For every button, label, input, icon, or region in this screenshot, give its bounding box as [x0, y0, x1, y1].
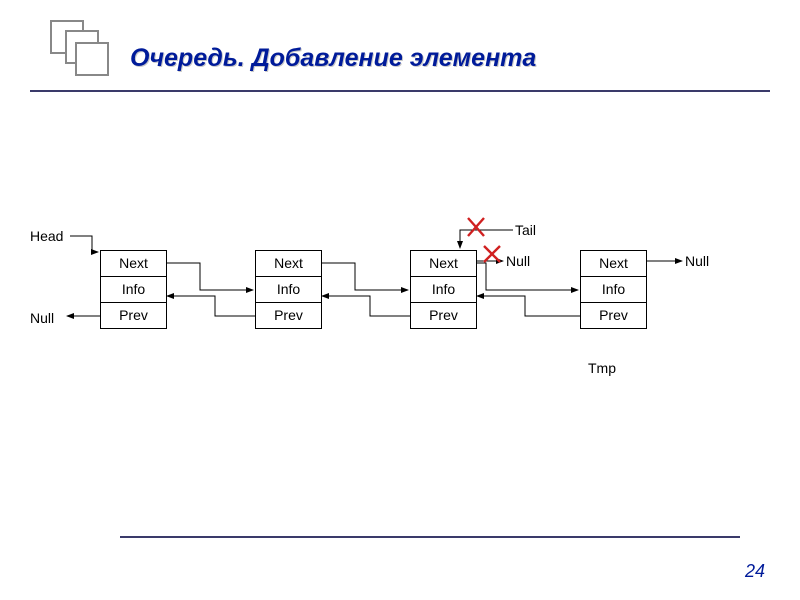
node-cell-prev: Prev	[256, 303, 321, 328]
node-cell-info: Info	[256, 277, 321, 303]
label-null-right: Null	[685, 253, 709, 269]
label-tail: Tail	[515, 222, 536, 238]
slide: Очередь. Добавление элемента Next Info P…	[0, 0, 800, 600]
node-cell-info: Info	[101, 277, 166, 303]
label-head: Head	[30, 228, 63, 244]
page-number: 24	[745, 561, 765, 582]
node-cell-prev: Prev	[411, 303, 476, 328]
node-4: Next Info Prev	[580, 250, 647, 329]
node-cell-next: Next	[101, 251, 166, 277]
node-cell-next: Next	[411, 251, 476, 277]
node-cell-next: Next	[256, 251, 321, 277]
queue-diagram: Next Info Prev Next Info Prev Next Info …	[0, 0, 800, 600]
label-null-left: Null	[30, 310, 54, 326]
node-2: Next Info Prev	[255, 250, 322, 329]
node-cell-info: Info	[411, 277, 476, 303]
node-cell-next: Next	[581, 251, 646, 277]
node-cell-prev: Prev	[101, 303, 166, 328]
node-cell-prev: Prev	[581, 303, 646, 328]
node-1: Next Info Prev	[100, 250, 167, 329]
node-cell-info: Info	[581, 277, 646, 303]
label-tmp: Tmp	[588, 360, 616, 376]
node-3: Next Info Prev	[410, 250, 477, 329]
label-null-mid: Null	[506, 253, 530, 269]
rule-bottom	[120, 536, 740, 538]
